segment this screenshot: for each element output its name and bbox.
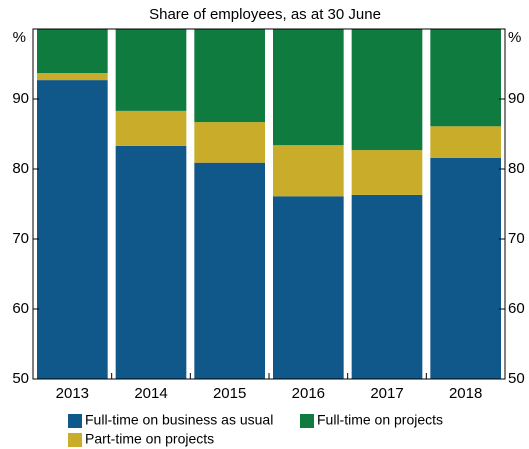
legend-label: Part-time on projects [85, 431, 214, 447]
x-tick-label: 2018 [449, 385, 482, 402]
bar-segment [273, 196, 344, 379]
bar-segment [37, 29, 108, 74]
bar-segment [351, 29, 423, 151]
y-tick-label: 90 [12, 90, 29, 107]
chart-subtitle: Share of employees, as at 30 June [149, 6, 381, 23]
bar-segment [37, 80, 108, 379]
y2-unit: % [508, 29, 521, 46]
x-tick-label: 2014 [134, 385, 167, 402]
bar-segment [430, 29, 501, 127]
legend-swatch [68, 433, 82, 447]
y-tick-label: 80 [12, 160, 29, 177]
y2-tick-label: 50 [508, 370, 525, 387]
bar-segment [115, 110, 187, 146]
x-tick-label: 2017 [370, 385, 403, 402]
bar-segment [273, 29, 344, 146]
legend-label: Full-time on projects [317, 412, 443, 428]
y-unit: % [13, 29, 26, 46]
bar-segment [37, 73, 108, 81]
bar-segment [430, 126, 501, 158]
y-tick-label: 70 [12, 230, 29, 247]
bar-segment [194, 162, 265, 379]
bar-segment [351, 150, 423, 195]
bar-segment [115, 29, 187, 111]
bar-segment [194, 29, 265, 123]
legend-label: Full-time on business as usual [85, 412, 273, 428]
x-tick-label: 2015 [213, 385, 246, 402]
x-tick-label: 2016 [292, 385, 325, 402]
plot-frame [32, 28, 506, 380]
legend-swatch [300, 414, 314, 428]
bar-segment [273, 145, 344, 197]
y-tick-label: 50 [12, 370, 29, 387]
x-tick-label: 2013 [56, 385, 89, 402]
y2-tick-label: 70 [508, 230, 525, 247]
bar-segment [115, 145, 187, 379]
bar-segment [351, 194, 423, 379]
y2-tick-label: 60 [508, 300, 525, 317]
y2-tick-label: 80 [508, 160, 525, 177]
y2-tick-label: 90 [508, 90, 525, 107]
bar-segment [430, 157, 501, 379]
bar-segment [194, 122, 265, 163]
y-tick-label: 60 [12, 300, 29, 317]
legend-swatch [68, 414, 82, 428]
